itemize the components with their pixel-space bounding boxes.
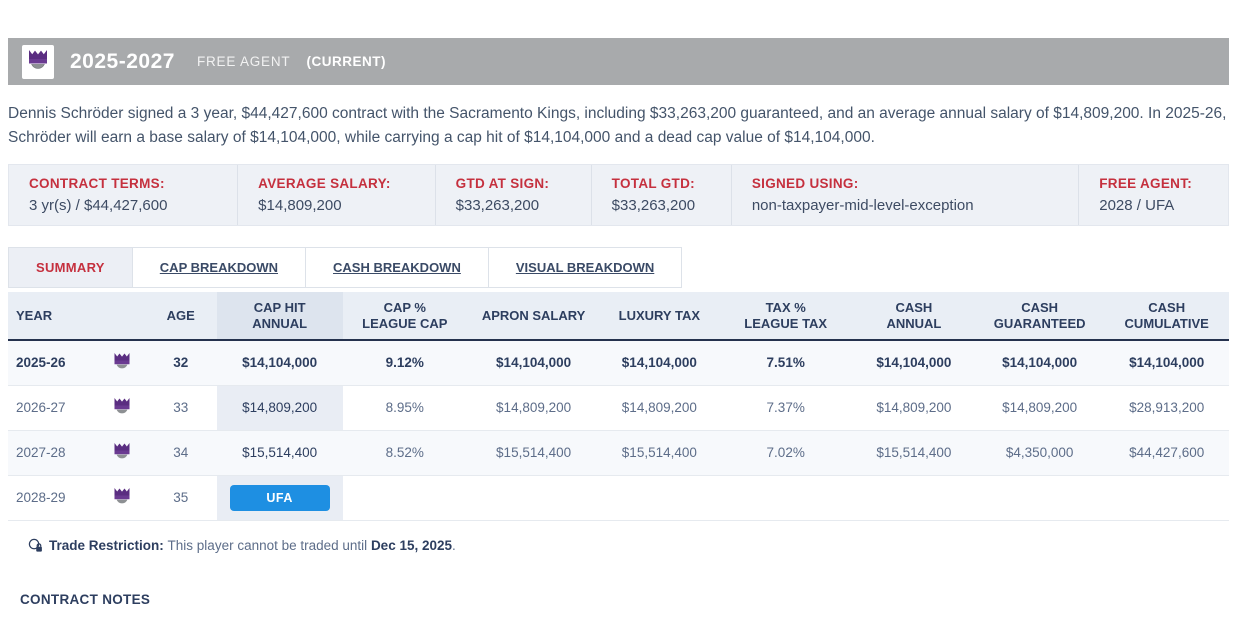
col-cash-guaranteed: CASH GUARANTEED — [974, 292, 1105, 341]
ufa-badge-cell: UFA — [216, 475, 343, 521]
trade-restriction-period: . — [452, 537, 456, 553]
col-cap-pct: CAP % LEAGUE CAP — [342, 292, 468, 341]
tab-label: CAP BREAKDOWN — [159, 260, 279, 275]
col-team — [99, 292, 145, 341]
term-total-gtd: TOTAL GTD: $33,263,200 — [592, 165, 732, 225]
contract-years-title: 2025-2027 — [70, 49, 175, 73]
cash-guaranteed-cell: $4,350,000 — [974, 430, 1105, 476]
tax-pct-cell: 7.51% — [718, 340, 853, 386]
table-row: 2026-27 33 $14,809,200 8.95% $14,809,200… — [8, 385, 1229, 431]
cap-hit-cell: $14,809,200 — [216, 385, 343, 431]
tab-label: SUMMARY — [36, 260, 105, 275]
term-label: FREE AGENT: — [1099, 176, 1193, 191]
term-value: 3 yr(s) / $44,427,600 — [29, 197, 168, 214]
term-value: $14,809,200 — [258, 197, 342, 214]
cap-pct-cell: 8.52% — [342, 430, 468, 476]
kings-logo-icon — [99, 385, 145, 431]
contract-page: 2025-2027 FREE AGENT (CURRENT) Dennis Sc… — [0, 38, 1242, 623]
term-average-salary: AVERAGE SALARY: $14,809,200 — [238, 165, 436, 225]
apron-salary-cell: $14,809,200 — [467, 385, 601, 431]
tab-cash-breakdown[interactable]: CASH BREAKDOWN — [306, 247, 489, 288]
trade-restriction-date: Dec 15, 2025 — [370, 537, 453, 553]
age-cell: 35 — [144, 475, 217, 521]
contract-description: Dennis Schröder signed a 3 year, $44,427… — [8, 105, 1227, 146]
breakdown-tabs: SUMMARY CAP BREAKDOWN CASH BREAKDOWN VIS… — [8, 247, 1229, 288]
contract-header-bar: 2025-2027 FREE AGENT (CURRENT) — [8, 38, 1229, 85]
cash-cumulative-cell: $44,427,600 — [1104, 430, 1229, 476]
ufa-badge[interactable]: UFA — [229, 484, 330, 511]
table-header-row: YEAR AGE CAP HIT ANNUAL CAP % LEAGUE CAP A… — [8, 292, 1229, 341]
cap-pct-cell: 9.12% — [342, 340, 468, 386]
col-luxury-tax: LUXURY TAX — [600, 292, 719, 341]
term-label: TOTAL GTD: — [611, 176, 695, 191]
col-tax-pct: TAX % LEAGUE TAX — [718, 292, 853, 341]
cash-annual-cell: $14,104,000 — [852, 340, 975, 386]
term-gtd-at-sign: GTD AT SIGN: $33,263,200 — [436, 165, 592, 225]
term-label: GTD AT SIGN: — [455, 176, 550, 191]
cash-guaranteed-cell: $14,104,000 — [974, 340, 1105, 386]
term-label: AVERAGE SALARY: — [258, 176, 391, 191]
salary-table: YEAR AGE CAP HIT ANNUAL CAP % LEAGUE CAP A… — [8, 292, 1229, 521]
cap-hit-cell: $14,104,000 — [216, 340, 343, 386]
tab-cap-breakdown[interactable]: CAP BREAKDOWN — [132, 247, 307, 288]
table-row: 2025-26 32 $14,104,000 9.12% $14,104,000… — [8, 340, 1229, 386]
year-cell: 2027-28 — [8, 430, 100, 476]
col-cap-hit: CAP HIT ANNUAL — [216, 292, 343, 341]
kings-logo-icon — [99, 340, 145, 386]
age-cell: 33 — [144, 385, 217, 431]
tab-visual-breakdown[interactable]: VISUAL BREAKDOWN — [488, 247, 683, 288]
table-row: 2027-28 34 $15,514,400 8.52% $15,514,400… — [8, 430, 1229, 476]
term-value: non-taxpayer-mid-level-exception — [751, 197, 974, 214]
tab-label: CASH BREAKDOWN — [333, 260, 461, 275]
age-cell: 34 — [144, 430, 217, 476]
term-signed-using: SIGNED USING: non-taxpayer-mid-level-exc… — [732, 165, 1080, 225]
kings-logo — [22, 44, 54, 79]
contract-type-label: FREE AGENT — [196, 54, 291, 69]
cap-pct-cell: 8.95% — [342, 385, 468, 431]
luxury-tax-cell: $14,104,000 — [600, 340, 719, 386]
trade-restriction-text: This player cannot be traded until — [167, 537, 368, 553]
kings-logo-icon — [99, 475, 145, 521]
term-label: CONTRACT TERMS: — [29, 176, 165, 191]
year-cell: 2025-26 — [8, 340, 100, 386]
current-contract-label: (CURRENT) — [306, 54, 386, 69]
trade-lock-icon — [28, 538, 43, 553]
cash-guaranteed-cell: $14,809,200 — [974, 385, 1105, 431]
cash-cumulative-cell: $28,913,200 — [1104, 385, 1229, 431]
tax-pct-cell: 7.37% — [718, 385, 853, 431]
year-cell: 2028-29 — [8, 475, 100, 521]
contract-notes-heading: CONTRACT NOTES — [20, 591, 151, 607]
tab-summary[interactable]: SUMMARY — [8, 247, 133, 288]
term-value: $33,263,200 — [455, 197, 540, 214]
luxury-tax-cell: $15,514,400 — [600, 430, 719, 476]
col-cash-cumulative: CASH CUMULATIVE — [1104, 292, 1229, 341]
tax-pct-cell: 7.02% — [718, 430, 853, 476]
col-age: AGE — [144, 292, 217, 341]
col-cash-annual: CASH ANNUAL — [852, 292, 975, 341]
trade-restriction-label: Trade Restriction: — [49, 537, 164, 553]
cash-annual-cell: $14,809,200 — [852, 385, 975, 431]
term-free-agent: FREE AGENT: 2028 / UFA — [1079, 165, 1228, 225]
luxury-tax-cell: $14,809,200 — [600, 385, 719, 431]
year-cell: 2026-27 — [8, 385, 100, 431]
kings-logo-icon — [99, 430, 145, 476]
term-value: $33,263,200 — [611, 197, 696, 214]
age-cell: 32 — [144, 340, 217, 386]
term-value: 2028 / UFA — [1099, 197, 1175, 214]
table-row: 2028-29 35 UFA — [8, 475, 1229, 521]
term-label: SIGNED USING: — [751, 176, 859, 191]
kings-logo-icon — [29, 49, 47, 69]
contract-terms-strip: CONTRACT TERMS: 3 yr(s) / $44,427,600 AV… — [8, 164, 1229, 226]
tab-label: VISUAL BREAKDOWN — [515, 260, 655, 275]
cash-cumulative-cell: $14,104,000 — [1104, 340, 1229, 386]
apron-salary-cell: $15,514,400 — [467, 430, 601, 476]
col-year: YEAR — [8, 292, 100, 341]
col-apron-salary: APRON SALARY — [467, 292, 601, 341]
apron-salary-cell: $14,104,000 — [467, 340, 601, 386]
trade-restriction-note: Trade Restriction: This player cannot be… — [28, 538, 1229, 553]
term-contract-terms: CONTRACT TERMS: 3 yr(s) / $44,427,600 — [9, 165, 239, 225]
cash-annual-cell: $15,514,400 — [852, 430, 975, 476]
cap-hit-cell: $15,514,400 — [216, 430, 343, 476]
